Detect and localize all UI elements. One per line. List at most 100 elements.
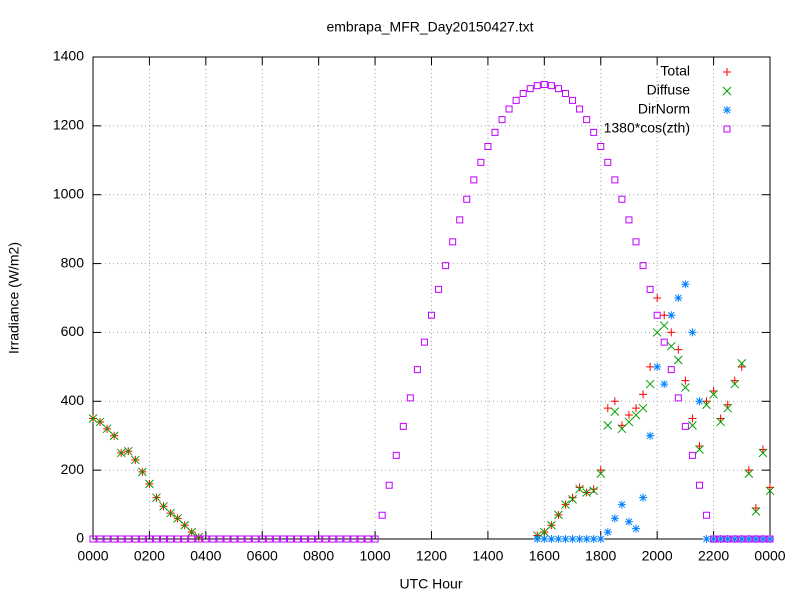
data-point [350, 535, 358, 543]
data-point [659, 321, 669, 330]
data-point [618, 195, 626, 203]
data-point [463, 195, 471, 203]
data-point [547, 82, 555, 90]
data-point [646, 362, 655, 371]
data-point [166, 508, 175, 518]
data-point [110, 535, 118, 543]
data-point [674, 345, 683, 354]
data-point [582, 488, 591, 497]
data-point [709, 535, 718, 543]
data-point [758, 445, 767, 454]
data-point [596, 466, 605, 475]
data-point [230, 535, 238, 543]
data-point [442, 262, 450, 270]
data-point [575, 484, 584, 494]
data-point [717, 535, 725, 543]
data-point [130, 455, 140, 465]
data-point [533, 535, 542, 543]
data-point [660, 338, 668, 346]
data-point [89, 535, 97, 543]
data-point [195, 535, 203, 543]
legend-marker [722, 86, 732, 96]
data-point [688, 328, 697, 337]
data-point [709, 390, 718, 399]
data-point [766, 535, 774, 543]
data-point [547, 520, 556, 530]
data-point [751, 535, 760, 543]
data-point [737, 359, 747, 368]
data-point [766, 535, 774, 543]
x-tick-label: 2000 [642, 548, 673, 564]
data-point [512, 96, 520, 104]
data-point [723, 403, 733, 413]
x-tick-label: 1200 [416, 548, 447, 564]
data-point [745, 535, 753, 543]
data-point [632, 404, 641, 413]
plot-border [92, 56, 771, 540]
data-point [160, 535, 168, 543]
data-point [378, 511, 386, 519]
data-point [730, 535, 739, 543]
data-point [597, 143, 605, 151]
data-point [540, 535, 549, 543]
data-point [617, 424, 627, 434]
x-tick-label: 0200 [134, 548, 165, 564]
x-tick-label: 0000 [77, 548, 108, 564]
data-point [688, 451, 696, 459]
data-point [681, 422, 689, 430]
chart-title: embrapa_MFR_Day20150427.txt [326, 19, 533, 35]
data-point [695, 481, 703, 489]
data-point [589, 485, 598, 494]
data-point [632, 524, 641, 533]
data-point [470, 176, 478, 184]
data-point [209, 535, 217, 543]
data-point [420, 338, 428, 346]
x-tick-label: 1800 [585, 548, 616, 564]
data-point [758, 448, 768, 458]
data-point [116, 448, 126, 458]
data-point [174, 535, 182, 543]
data-point [526, 85, 534, 93]
data-point [667, 328, 676, 337]
data-point [301, 535, 309, 543]
data-point [660, 311, 669, 320]
data-point [744, 469, 754, 478]
data-point [730, 379, 740, 389]
x-tick-label: 0600 [247, 548, 278, 564]
data-point [603, 528, 612, 537]
data-point [744, 466, 753, 475]
data-point [751, 507, 761, 516]
data-point [202, 535, 210, 543]
data-point [399, 422, 407, 430]
data-point [258, 535, 266, 543]
data-point [590, 128, 598, 136]
data-point [294, 535, 302, 543]
data-point [575, 535, 584, 543]
legend-label: Diffuse [647, 82, 691, 98]
x-tick-label: 2200 [698, 548, 729, 564]
data-point [187, 527, 197, 537]
data-point [667, 366, 675, 374]
data-point [688, 414, 697, 423]
data-point [610, 407, 620, 416]
data-point [329, 535, 337, 543]
data-point [660, 380, 669, 389]
data-point [223, 535, 231, 543]
data-point [652, 328, 662, 337]
data-point [152, 535, 160, 543]
data-point [752, 535, 760, 543]
data-point [491, 128, 499, 136]
data-point [751, 504, 760, 513]
data-point [322, 535, 330, 543]
data-point [695, 445, 704, 454]
data-point [265, 535, 273, 543]
data-point [695, 397, 704, 406]
data-point [737, 362, 746, 371]
data-point [561, 89, 569, 97]
data-point [653, 362, 662, 371]
data-point [371, 535, 379, 543]
data-point [547, 535, 556, 543]
legend-marker [723, 68, 731, 76]
y-tick-label: 600 [61, 323, 85, 339]
data-point [88, 414, 98, 423]
